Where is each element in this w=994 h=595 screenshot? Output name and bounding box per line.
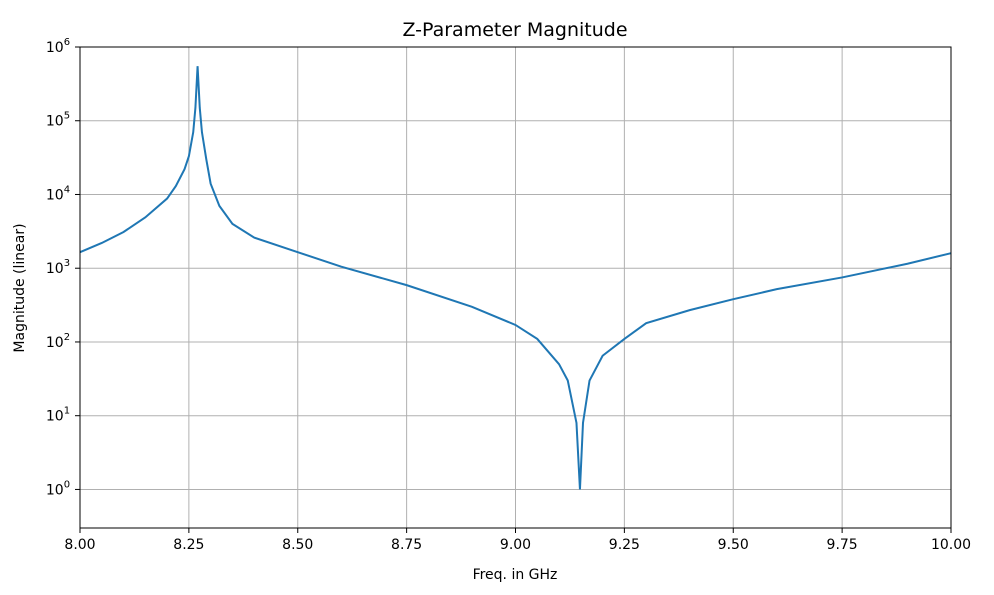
y-tick-label: 104 [46, 184, 70, 203]
x-tick-label: 9.00 [500, 537, 531, 553]
y-tick-label: 100 [46, 479, 70, 498]
grid [79, 46, 952, 528]
y-axis-ticks: 100 101 102 103 104 105 106 [46, 37, 80, 498]
y-tick-label: 106 [46, 37, 70, 56]
y-tick-label: 101 [46, 406, 70, 425]
x-tick-label: 8.25 [173, 537, 204, 553]
series-line [79, 66, 952, 490]
x-tick-label: 9.50 [718, 537, 749, 553]
x-tick-label: 8.50 [282, 537, 313, 553]
x-axis-label: Freq. in GHz [473, 567, 558, 583]
chart-title: Z-Parameter Magnitude [402, 19, 627, 41]
y-tick-label: 103 [46, 258, 70, 277]
x-axis-ticks: 8.00 8.25 8.50 8.75 9.00 9.25 9.50 9.75 10.00 [64, 528, 971, 553]
x-tick-label: 8.00 [64, 537, 95, 553]
x-tick-label: 8.75 [391, 537, 422, 553]
x-tick-label: 9.25 [609, 537, 640, 553]
x-tick-label: 10.00 [931, 537, 971, 553]
y-tick-label: 105 [46, 111, 70, 130]
y-tick-label: 102 [46, 332, 70, 351]
x-tick-label: 9.75 [827, 537, 858, 553]
y-axis-label: Magnitude (linear) [12, 223, 28, 352]
